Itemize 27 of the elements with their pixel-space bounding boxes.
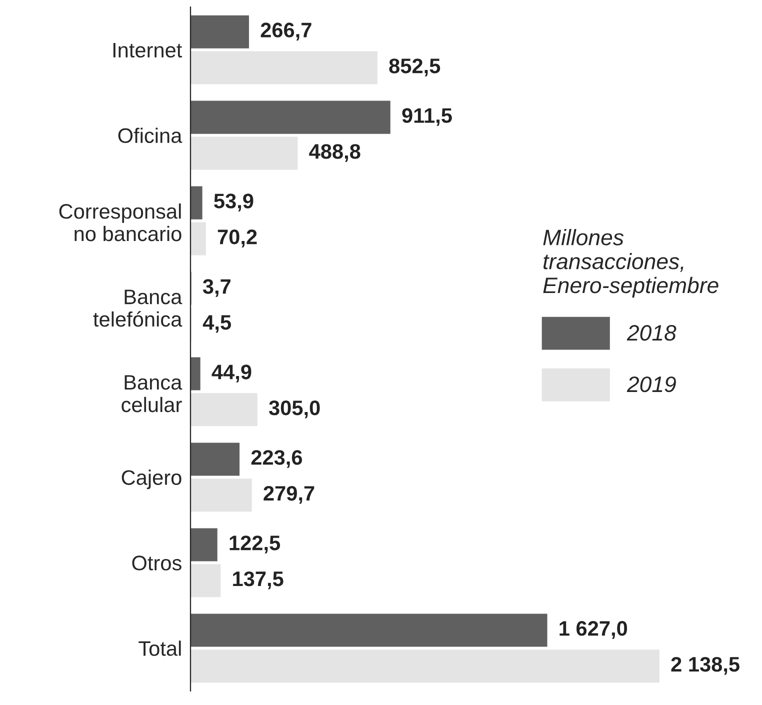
data-label: 852,5 — [389, 58, 440, 76]
y-tick-label: Corresponsal no bancario — [59, 203, 182, 242]
y-tick-label: Total — [138, 640, 181, 656]
data-label: 1 627,0 — [560, 621, 628, 639]
y-tick-label: Banca celular — [122, 375, 182, 412]
data-label: 3,7 — [202, 279, 230, 297]
y-tick-label: Cajero — [122, 470, 182, 490]
y-tick-label: Banca telefónica — [93, 290, 182, 327]
legend-label: 2018 — [626, 325, 676, 341]
data-label: 488,8 — [309, 144, 360, 162]
data-label: 2 138,5 — [671, 656, 740, 675]
data-label: 279,7 — [264, 486, 314, 504]
data-label: 911,5 — [402, 108, 452, 126]
data-label: 122,5 — [230, 536, 280, 554]
data-label: 44,9 — [212, 364, 252, 382]
legend-title: Millones transacciones, Enero-septiembre — [543, 229, 718, 298]
data-label: 53,9 — [214, 194, 254, 212]
y-tick-label: Internet — [113, 43, 182, 58]
y-tick-label: Otros — [132, 556, 182, 570]
data-label: 137,5 — [233, 571, 284, 590]
data-label: 4,5 — [202, 315, 231, 333]
legend-label: 2019 — [626, 376, 676, 392]
data-label: 223,6 — [251, 450, 302, 468]
data-label: 266,7 — [260, 22, 312, 40]
data-label: 305,0 — [268, 400, 320, 418]
data-label: 70,2 — [218, 230, 257, 248]
y-tick-label: Oficina — [118, 128, 182, 144]
